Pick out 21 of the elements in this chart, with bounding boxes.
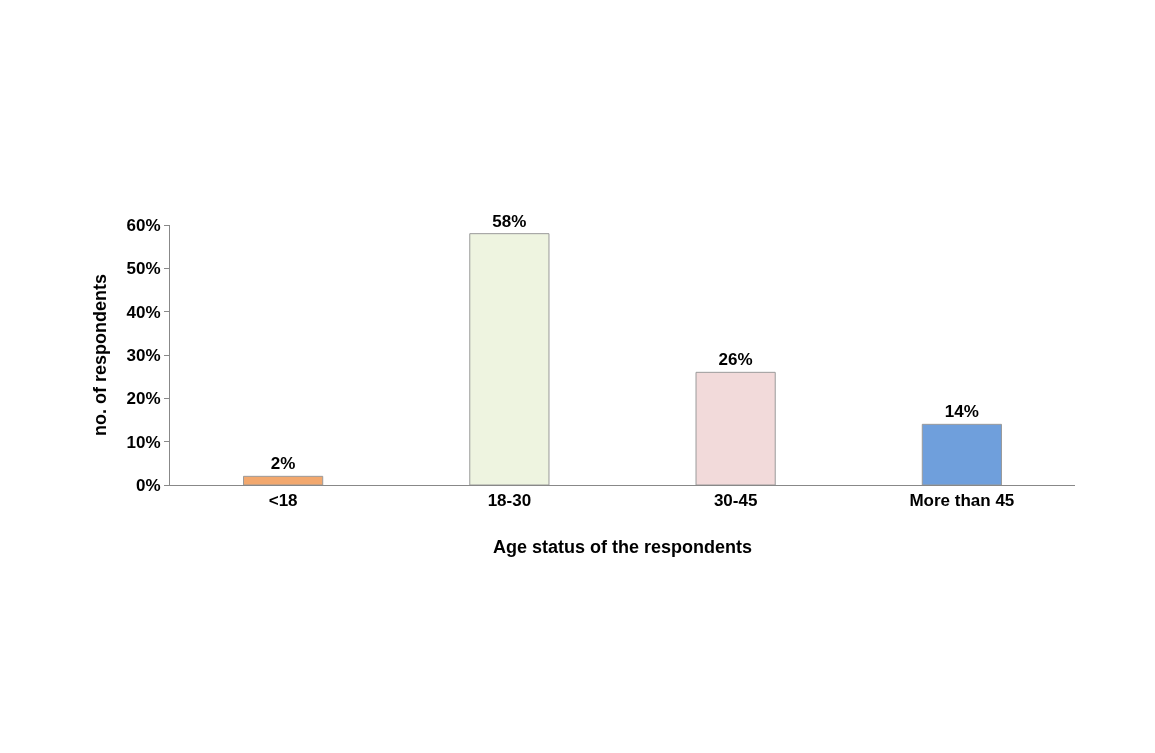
bar xyxy=(243,475,324,485)
data-label: 58% xyxy=(492,211,527,231)
y-axis-title: no. of respondents xyxy=(89,274,110,436)
bar xyxy=(695,371,776,485)
x-tick-label: 18-30 xyxy=(487,491,532,511)
data-label: 14% xyxy=(944,402,979,422)
bar xyxy=(469,233,550,485)
x-tick-label: 30-45 xyxy=(713,491,758,511)
y-tick-label: 40% xyxy=(126,302,161,322)
x-tick-label: More than 45 xyxy=(909,491,1015,511)
y-tick-label: 10% xyxy=(126,432,161,452)
y-tick-label: 60% xyxy=(126,215,161,235)
bar xyxy=(921,423,1002,485)
x-tick-label: <18 xyxy=(268,491,298,511)
y-tick-label: 30% xyxy=(126,345,161,365)
y-tick-label: 0% xyxy=(136,475,161,495)
y-tick-label: 50% xyxy=(126,259,161,279)
y-tick-label: 20% xyxy=(126,389,161,409)
data-label: 26% xyxy=(718,350,753,370)
data-label: 2% xyxy=(270,454,296,474)
x-axis-title: Age status of the respondents xyxy=(492,536,753,557)
